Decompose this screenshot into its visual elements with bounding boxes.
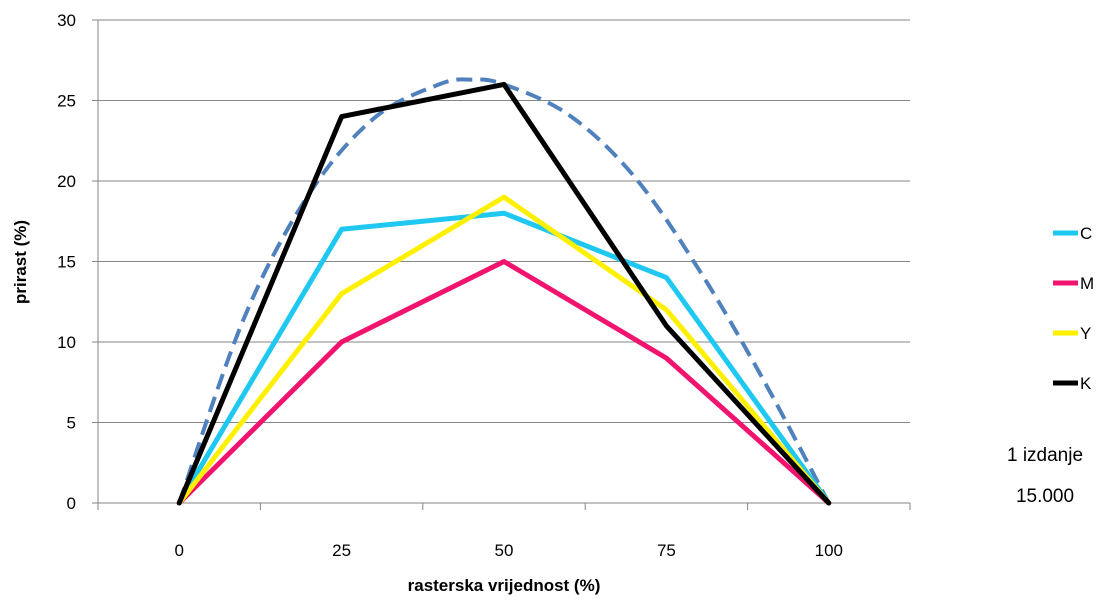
reference-curve bbox=[177, 77, 831, 504]
y-tick-label-30: 30 bbox=[57, 11, 76, 30]
x-tick-label-75: 75 bbox=[657, 541, 676, 560]
y-tick-label-5: 5 bbox=[67, 414, 76, 433]
x-tick-label-100: 100 bbox=[815, 541, 843, 560]
series-line-k bbox=[176, 81, 832, 506]
legend-label-k: K bbox=[1080, 374, 1092, 393]
annotation-line-1: 1 izdanje bbox=[1007, 445, 1083, 466]
y-tick-label-15: 15 bbox=[57, 253, 76, 272]
x-tick-label-0: 0 bbox=[174, 541, 183, 560]
legend-label-y: Y bbox=[1080, 324, 1091, 343]
gridlines bbox=[98, 19, 910, 423]
series-lines bbox=[176, 81, 832, 506]
series-line-y bbox=[176, 194, 832, 506]
y-tick-label-0: 0 bbox=[67, 494, 76, 513]
legend: C M Y K bbox=[1053, 224, 1094, 393]
y-tick-label-25: 25 bbox=[57, 92, 76, 111]
x-axis-title: rasterska vrijednost (%) bbox=[408, 576, 601, 595]
y-axis-title: prirast (%) bbox=[11, 220, 30, 304]
series-line-m bbox=[176, 259, 832, 506]
legend-label-c: C bbox=[1080, 224, 1092, 243]
series-line-c bbox=[176, 210, 832, 506]
y-tick-label-20: 20 bbox=[57, 172, 76, 191]
legend-label-m: M bbox=[1080, 274, 1094, 293]
x-tick-label-25: 25 bbox=[332, 541, 351, 560]
reference-curve-dashed bbox=[177, 77, 831, 504]
x-tick-label-50: 50 bbox=[495, 541, 514, 560]
annotation-line-2: 15.000 bbox=[1016, 486, 1074, 507]
x-axis-ticks: 0 25 50 75 100 bbox=[97, 503, 911, 560]
y-tick-label-10: 10 bbox=[57, 333, 76, 352]
y-axis-ticks: 0 5 10 15 20 25 30 bbox=[57, 11, 98, 513]
